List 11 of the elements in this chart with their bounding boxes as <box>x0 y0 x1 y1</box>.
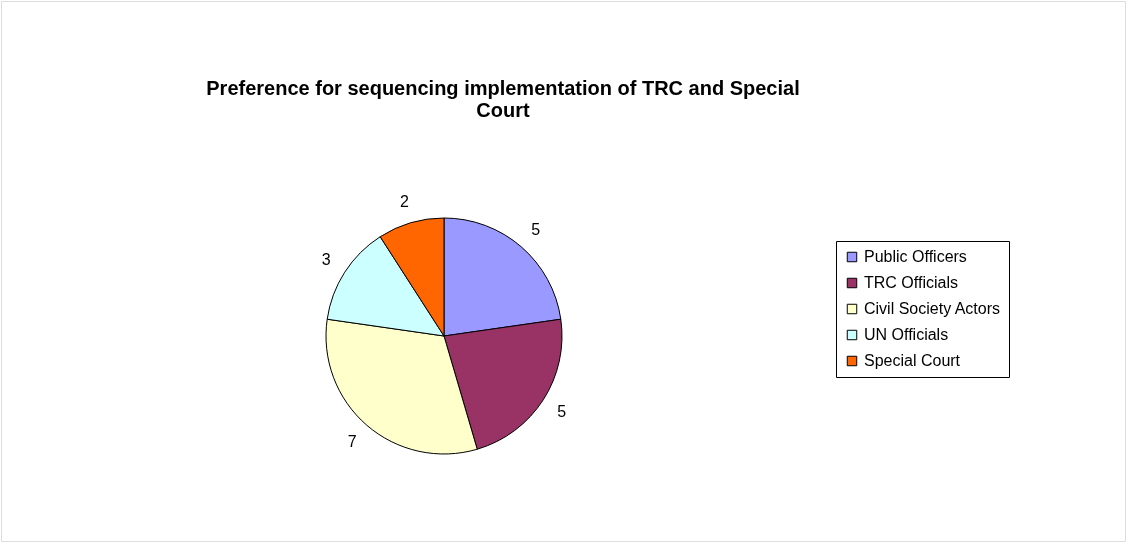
chart-title: Preference for sequencing implementation of TRC and Special Court <box>206 77 800 121</box>
legend-label: Civil Society Actors <box>864 300 1001 317</box>
data-label: 5 <box>531 221 541 239</box>
data-label: 2 <box>400 192 410 210</box>
legend-label: Special Court <box>864 352 961 369</box>
data-label: 3 <box>321 251 331 269</box>
legend-label: UN Officials <box>864 326 949 343</box>
data-label: 5 <box>557 402 567 420</box>
legend-label: Public Officers <box>864 248 967 265</box>
legend-label: TRC Officials <box>864 274 958 291</box>
data-label: 7 <box>347 432 357 450</box>
